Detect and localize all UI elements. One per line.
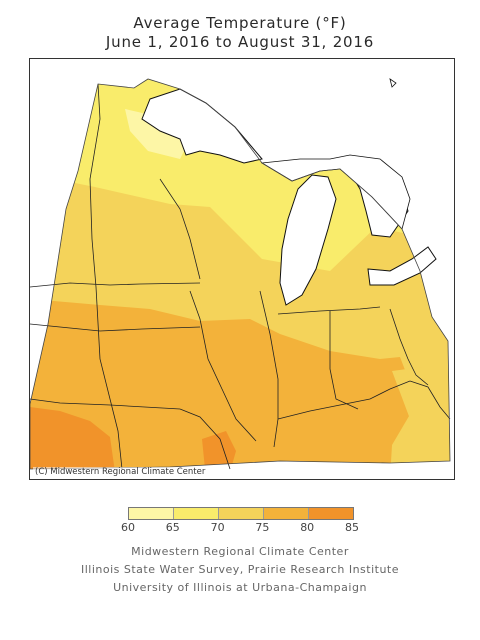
- legend-swatch-60-65: [129, 508, 173, 519]
- legend-swatch-75-80: [263, 508, 308, 519]
- zone-70-75-east: [392, 367, 450, 431]
- legend-swatch-70-75: [218, 508, 263, 519]
- zone-80-85-west: [30, 407, 116, 469]
- legend-tick-85: 85: [345, 521, 359, 534]
- legend-swatch-80-85: [308, 508, 353, 519]
- temperature-zones: [30, 79, 450, 469]
- legend-ticks: 60 65 70 75 80 85: [121, 521, 359, 535]
- legend-tick-70: 70: [210, 521, 225, 534]
- map-title: Average Temperature (°F): [133, 14, 347, 32]
- zone-75-80: [30, 299, 450, 469]
- footer-survey: Illinois State Water Survey, Prairie Res…: [80, 563, 400, 576]
- color-legend: [128, 507, 354, 520]
- map-canvas: [30, 78, 451, 470]
- island-marker: [389, 78, 397, 88]
- lake-michigan: [279, 174, 337, 306]
- temperature-map: (C) Midwestern Regional Climate Center: [29, 58, 455, 480]
- zone-60-65: [125, 109, 190, 159]
- state-borders: [30, 83, 451, 470]
- map-credit: (C) Midwestern Regional Climate Center: [33, 467, 208, 477]
- legend-tick-75: 75: [255, 521, 270, 534]
- map-date-range: June 1, 2016 to August 31, 2016: [105, 33, 375, 51]
- footer-org: Midwestern Regional Climate Center: [131, 545, 349, 558]
- region-outline: [30, 78, 451, 470]
- legend-tick-80: 80: [300, 521, 315, 534]
- footer-university: University of Illinois at Urbana-Champai…: [113, 581, 367, 594]
- legend-tick-60: 60: [121, 521, 135, 534]
- legend-tick-65: 65: [165, 521, 180, 534]
- legend-swatch-65-70: [173, 508, 218, 519]
- lake-erie: [367, 246, 437, 286]
